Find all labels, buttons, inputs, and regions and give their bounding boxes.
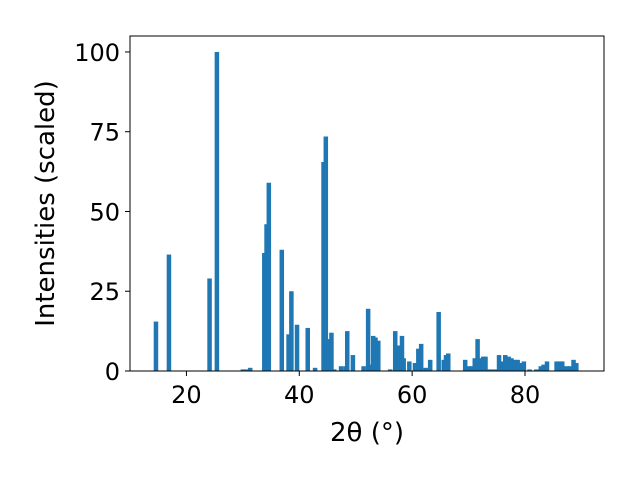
bar xyxy=(538,366,544,371)
bar xyxy=(571,359,576,371)
bar xyxy=(166,254,172,371)
bar xyxy=(506,356,511,371)
bar xyxy=(478,358,483,371)
bar xyxy=(416,348,421,371)
bar xyxy=(436,311,441,371)
bar xyxy=(153,321,159,371)
bar xyxy=(515,359,520,371)
bar xyxy=(376,340,381,371)
bar xyxy=(564,366,570,371)
bar xyxy=(321,162,326,371)
bar xyxy=(559,361,565,371)
x-tick-label: 80 xyxy=(510,381,541,409)
bar xyxy=(412,363,418,371)
bar xyxy=(329,332,334,371)
y-tick-label: 0 xyxy=(105,358,120,386)
bar xyxy=(521,361,527,371)
bar xyxy=(427,359,433,371)
bar xyxy=(469,366,474,371)
bar xyxy=(483,356,488,371)
bar xyxy=(214,51,220,371)
bar xyxy=(443,355,449,371)
bar xyxy=(407,361,412,371)
bar xyxy=(373,337,378,371)
y-axis: 0 25 50 75 100 xyxy=(74,39,130,386)
bar xyxy=(326,339,331,371)
bar xyxy=(332,369,337,371)
bar xyxy=(350,355,356,371)
bar xyxy=(472,358,478,371)
bar xyxy=(462,359,468,371)
bar xyxy=(475,339,480,371)
bar xyxy=(574,363,579,371)
plot-frame xyxy=(129,35,605,372)
bar xyxy=(500,361,505,371)
bar xyxy=(289,291,294,371)
bar xyxy=(305,327,310,371)
bar xyxy=(486,369,491,371)
bar xyxy=(401,358,406,371)
bar xyxy=(370,335,376,371)
x-tick-label: 60 xyxy=(397,381,428,409)
bar xyxy=(489,369,494,371)
bar xyxy=(312,367,318,371)
bar xyxy=(446,353,451,371)
bar xyxy=(518,363,524,371)
bar xyxy=(423,367,428,371)
bar xyxy=(465,366,471,371)
y-tick-label: 100 xyxy=(74,39,120,67)
bar xyxy=(338,366,344,371)
bar xyxy=(567,366,573,371)
bar-series xyxy=(153,51,579,371)
bar xyxy=(541,364,546,371)
bar xyxy=(368,364,374,371)
bar xyxy=(286,334,291,371)
y-axis-label: Intensities (scaled) xyxy=(31,80,61,327)
bar xyxy=(264,224,269,371)
bar xyxy=(509,358,514,371)
y-tick-label: 25 xyxy=(89,278,120,306)
x-tick-label: 20 xyxy=(171,381,202,409)
bar xyxy=(527,369,532,371)
bar xyxy=(502,355,508,371)
bar xyxy=(262,252,267,371)
bar xyxy=(493,369,499,371)
bar xyxy=(418,343,424,371)
bar xyxy=(534,369,539,371)
y-tick-label: 50 xyxy=(89,198,120,226)
x-tick-label: 40 xyxy=(284,381,315,409)
bar xyxy=(399,335,405,371)
bar xyxy=(344,331,350,371)
bar xyxy=(279,249,285,371)
bar xyxy=(496,355,502,371)
bar xyxy=(365,308,371,371)
x-axis: 20 40 60 80 xyxy=(171,371,540,409)
bar xyxy=(243,369,249,371)
bar xyxy=(512,359,518,371)
bar xyxy=(240,369,246,371)
bar xyxy=(294,324,300,371)
y-tick-label: 75 xyxy=(89,119,120,147)
bar xyxy=(392,331,398,371)
bar xyxy=(396,345,402,371)
bar xyxy=(387,369,393,371)
bar xyxy=(557,361,562,371)
bar xyxy=(323,136,329,371)
x-axis-label: 2θ (°) xyxy=(330,418,404,448)
bar xyxy=(544,361,550,371)
bar xyxy=(361,366,366,371)
bar xyxy=(247,367,253,371)
bar xyxy=(207,278,212,371)
bar xyxy=(266,182,272,371)
bar xyxy=(554,361,559,371)
